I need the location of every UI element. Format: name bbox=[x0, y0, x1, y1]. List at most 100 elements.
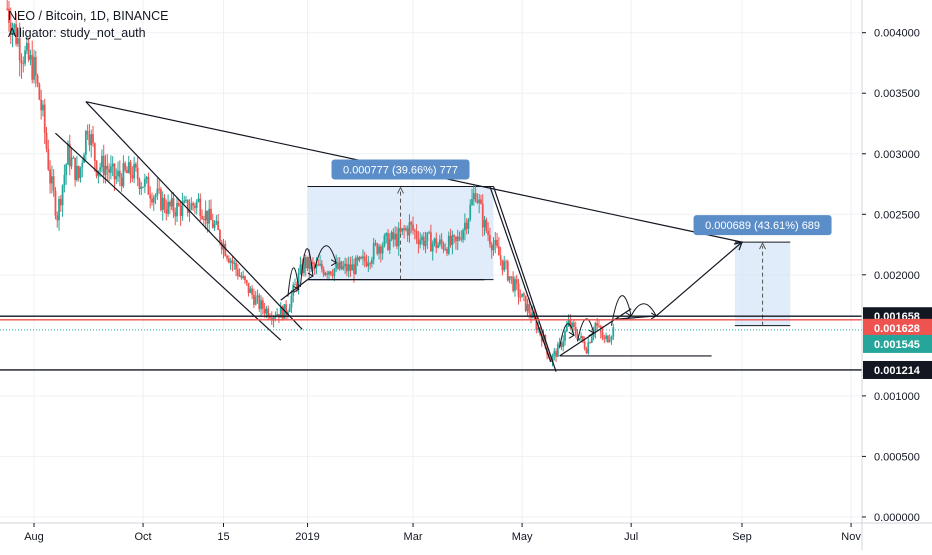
measure-arrow-head bbox=[759, 242, 767, 250]
candle-body bbox=[211, 220, 214, 228]
candle-body bbox=[122, 163, 125, 187]
candle-body bbox=[106, 165, 109, 170]
candle-body bbox=[451, 235, 454, 246]
candle-body bbox=[567, 319, 570, 326]
candle-body bbox=[344, 263, 346, 267]
candle-body bbox=[331, 274, 334, 276]
candle-body bbox=[354, 257, 357, 275]
candle-body bbox=[56, 215, 59, 221]
candles bbox=[6, 0, 615, 367]
candle-body bbox=[154, 195, 157, 198]
measure-label: 0.000689 (43.61%) 689 bbox=[705, 220, 820, 232]
x-tick-label: May bbox=[512, 531, 533, 543]
candle-body bbox=[45, 132, 48, 149]
candle-body bbox=[133, 163, 136, 179]
candle-body bbox=[585, 348, 588, 354]
arc-arrowhead bbox=[568, 331, 575, 339]
candle-body bbox=[460, 238, 463, 240]
candle-body bbox=[254, 296, 257, 305]
candle-body bbox=[521, 293, 523, 298]
candle-body bbox=[555, 351, 557, 357]
candle-body bbox=[152, 197, 155, 203]
candle-body bbox=[269, 317, 271, 319]
candle-body bbox=[524, 295, 527, 311]
candle-body bbox=[487, 230, 490, 236]
candle-body bbox=[422, 236, 425, 247]
candle-body bbox=[347, 264, 350, 272]
candle-body bbox=[42, 104, 44, 111]
candle-body bbox=[421, 236, 423, 241]
candle-body bbox=[379, 246, 382, 254]
candle-body bbox=[329, 271, 332, 275]
candle-body bbox=[413, 230, 416, 232]
candle-body bbox=[590, 336, 593, 343]
candle-body bbox=[170, 198, 173, 207]
candle-body bbox=[192, 203, 195, 206]
candle-body bbox=[463, 222, 466, 231]
candle-body bbox=[65, 164, 68, 175]
candle-body bbox=[494, 239, 497, 245]
candle-body bbox=[424, 240, 427, 247]
projection-arc bbox=[559, 323, 575, 348]
candle-body bbox=[437, 244, 439, 248]
candle-body bbox=[99, 167, 102, 171]
candle-body bbox=[86, 131, 89, 135]
candle-body bbox=[47, 148, 50, 170]
candle-body bbox=[120, 177, 123, 187]
projection-arrowhead bbox=[733, 241, 743, 251]
candle-body bbox=[438, 239, 441, 245]
candle-body bbox=[143, 179, 146, 187]
candle-body bbox=[145, 177, 148, 180]
candle-body bbox=[163, 197, 166, 210]
candle-body bbox=[456, 236, 459, 242]
candle-body bbox=[592, 332, 595, 337]
candle-body bbox=[315, 264, 318, 268]
candle-body bbox=[242, 276, 245, 278]
candle-body bbox=[210, 208, 212, 221]
candle-body bbox=[233, 262, 236, 264]
candle-body bbox=[474, 193, 477, 201]
candle-body bbox=[202, 218, 205, 221]
candle-body bbox=[156, 188, 159, 196]
candle-body bbox=[142, 186, 144, 188]
arc-arrowhead bbox=[293, 285, 300, 293]
y-tick-label: 0.002500 bbox=[874, 209, 920, 221]
candle-body bbox=[160, 189, 162, 211]
candle-body bbox=[135, 163, 137, 168]
symbol-title: NEO / Bitcoin, 1D, BINANCE bbox=[8, 9, 169, 23]
candle-body bbox=[522, 293, 525, 296]
candle-body bbox=[40, 99, 43, 111]
candle-body bbox=[605, 335, 608, 339]
candle-body bbox=[247, 282, 250, 293]
candle-body bbox=[115, 176, 118, 180]
candle-body bbox=[401, 228, 404, 232]
candle-body bbox=[381, 246, 384, 254]
candle-body bbox=[371, 259, 373, 264]
candle-body bbox=[337, 262, 339, 269]
candle-body bbox=[415, 231, 418, 239]
candle-body bbox=[9, 22, 12, 34]
candle-body bbox=[333, 268, 336, 276]
candle-body bbox=[276, 314, 279, 317]
candle-body bbox=[84, 131, 87, 155]
candle-body bbox=[471, 199, 473, 205]
candle-body bbox=[38, 83, 41, 100]
candle-body bbox=[158, 188, 161, 190]
candle-body bbox=[8, 8, 10, 23]
candle-body bbox=[587, 342, 590, 354]
candle-body bbox=[31, 55, 34, 80]
candle-body bbox=[340, 261, 343, 270]
candle-body bbox=[360, 257, 363, 259]
candle-body bbox=[403, 228, 405, 230]
candle-body bbox=[176, 202, 178, 217]
candle-body bbox=[319, 263, 321, 266]
candle-body bbox=[258, 295, 261, 310]
candle-body bbox=[472, 193, 475, 200]
candle-body bbox=[328, 271, 330, 275]
candle-body bbox=[596, 323, 599, 326]
candle-body bbox=[101, 155, 103, 168]
candle-body bbox=[394, 233, 397, 240]
